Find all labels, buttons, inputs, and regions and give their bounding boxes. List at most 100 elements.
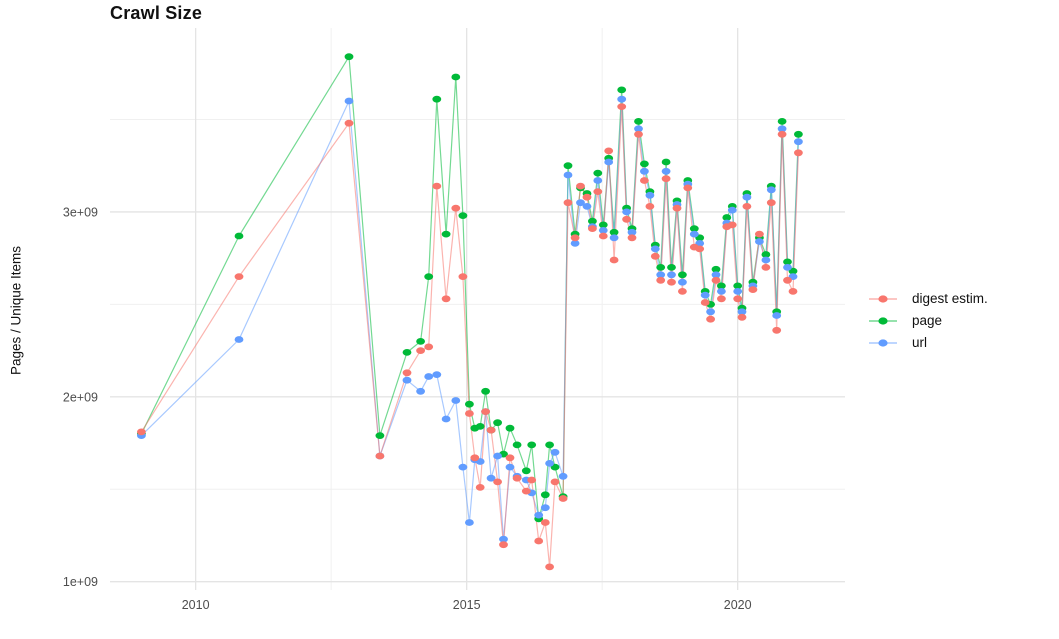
data-point-page [402,349,412,356]
data-point-url [766,186,776,194]
data-point-digest-estim- [794,149,803,157]
legend-key-icon [869,294,897,303]
data-point-page [598,221,608,229]
data-point-digest-estim- [695,245,705,253]
data-point-url [598,227,608,234]
data-point-page [783,258,792,266]
data-point-digest-estim- [563,199,573,207]
data-point-url [609,234,619,242]
data-point-digest-estim- [137,428,146,436]
data-point-digest-estim- [432,182,442,190]
data-point-digest-estim- [416,347,425,354]
data-point-digest-estim- [645,203,655,210]
data-point-url [576,199,585,207]
data-point-digest-estim- [634,130,643,138]
data-point-page [521,467,531,475]
data-point-page [588,217,597,225]
data-point-digest-estim- [475,484,485,491]
data-point-url [678,278,687,286]
data-point-page [661,158,671,166]
data-point-digest-estim- [458,273,468,280]
data-point-url [733,288,743,295]
data-point-url [755,238,764,245]
data-point-page [689,225,699,233]
data-point-digest-estim- [451,204,461,212]
data-point-page [593,169,603,177]
data-point-page [465,400,474,408]
data-point-digest-estim- [234,273,244,280]
data-point-digest-estim- [576,182,585,190]
data-point-page [451,73,461,81]
data-point-url [627,228,637,236]
data-point-digest-estim- [761,264,771,271]
data-point-url [505,463,515,471]
data-point-digest-estim- [582,193,592,201]
data-point-url [493,452,502,460]
data-point-digest-estim- [667,278,676,286]
data-point-digest-estim- [617,103,627,110]
data-point-digest-estim- [558,495,568,502]
data-point-page [234,232,244,240]
legend-key-icon [869,316,897,325]
data-point-url [604,158,614,166]
data-point-digest-estim- [678,288,687,295]
data-point-digest-estim- [766,199,776,207]
data-point-digest-estim- [486,426,496,434]
data-point-url [558,472,568,480]
data-point-digest-estim- [424,343,434,351]
data-point-url [645,191,655,199]
data-point-digest-estim- [527,476,537,484]
series-line-url [140,98,799,540]
data-point-url [416,387,425,395]
data-point-digest-estim- [661,175,671,183]
data-point-url [706,308,715,316]
data-point-page [656,264,666,271]
data-point-url [689,230,699,238]
data-point-page [416,338,425,345]
data-point-url [486,474,496,482]
data-point-url [593,177,603,184]
data-point-digest-estim- [627,234,637,242]
data-point-url [717,288,726,295]
data-point-url [656,271,666,279]
data-point-page [475,423,485,430]
data-point-page [563,162,573,170]
data-point-digest-estim- [470,454,480,462]
data-point-url [550,448,560,456]
data-point-url [582,203,592,210]
data-point-digest-estim- [742,203,752,210]
data-point-digest-estim- [344,119,354,127]
data-point-page [794,130,803,138]
data-point-url [441,415,451,423]
data-point-digest-estim- [683,184,693,192]
data-point-page [344,53,354,61]
legend-label: page [912,313,943,328]
data-point-digest-estim- [545,563,554,571]
data-point-digest-estim- [512,474,522,482]
data-point-digest-estim- [706,315,715,323]
data-point-digest-estim- [755,230,764,238]
data-point-url [622,208,631,216]
data-point-digest-estim- [733,295,743,303]
data-point-digest-estim- [788,288,798,295]
data-point-page [640,160,649,168]
x-tick-label: 2010 [182,598,210,612]
data-point-digest-estim- [700,299,710,306]
legend-key-icon [869,338,897,347]
legend: digest estim. page url [868,291,988,350]
data-point-page [545,441,554,449]
data-point-url [499,535,508,543]
data-point-digest-estim- [402,369,412,377]
data-point-digest-estim- [656,276,666,284]
data-point-digest-estim- [550,478,560,486]
data-point-url [545,460,554,467]
data-point-digest-estim- [737,313,747,321]
y-axis-title: Pages / Unique Items [8,245,24,376]
data-point-digest-estim- [609,256,619,264]
legend-label: digest estim. [912,291,988,306]
data-point-page [424,273,434,280]
data-point-digest-estim- [748,286,758,293]
data-point-url [761,256,771,264]
data-point-url [711,271,721,279]
